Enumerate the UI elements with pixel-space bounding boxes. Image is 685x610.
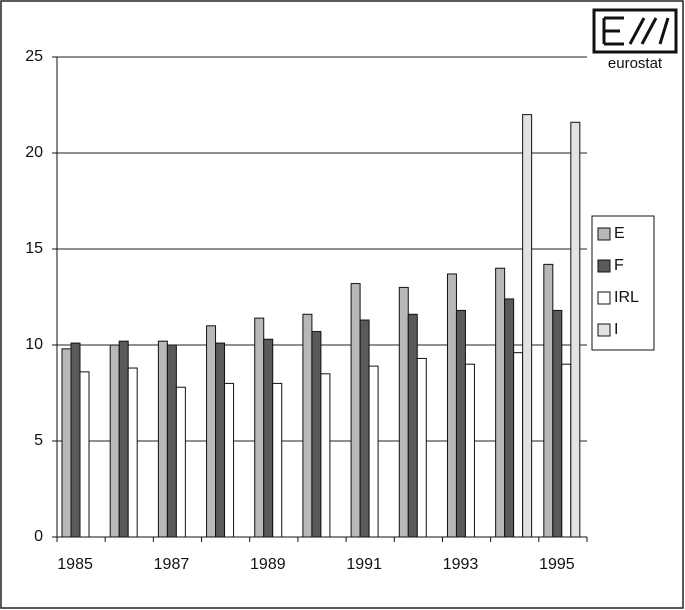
x-tick-label: 1985 xyxy=(57,556,93,573)
y-tick-label: 10 xyxy=(25,336,43,353)
legend-label: I xyxy=(614,321,618,338)
y-tick-label: 20 xyxy=(25,144,43,161)
x-tick-label: 1995 xyxy=(539,556,575,573)
legend-swatch xyxy=(597,259,611,273)
bar xyxy=(543,263,554,538)
bar xyxy=(350,283,361,538)
bar xyxy=(407,313,418,538)
bar xyxy=(215,342,226,538)
bar xyxy=(552,309,563,538)
bar xyxy=(175,386,186,538)
bar xyxy=(224,382,235,538)
bar xyxy=(61,348,72,538)
bar xyxy=(446,273,457,538)
legend-label: E xyxy=(614,225,625,242)
bar xyxy=(79,371,90,538)
legend-label: IRL xyxy=(614,289,639,306)
legend-label: F xyxy=(614,257,624,274)
y-tick-label: 5 xyxy=(34,432,43,449)
y-tick-label: 15 xyxy=(25,240,43,257)
bar xyxy=(206,325,217,538)
x-tick-label: 1987 xyxy=(154,556,190,573)
bar xyxy=(302,313,313,538)
bar xyxy=(70,342,81,538)
bar xyxy=(272,382,283,538)
bar xyxy=(416,357,427,538)
legend-swatch xyxy=(597,323,611,337)
bar xyxy=(495,267,506,538)
bar xyxy=(127,367,138,538)
bar xyxy=(320,373,331,538)
bar xyxy=(263,338,274,538)
bar xyxy=(522,114,533,538)
bar xyxy=(157,340,168,538)
bar xyxy=(561,363,572,538)
legend-swatch xyxy=(597,227,611,241)
bar xyxy=(398,286,409,538)
bar xyxy=(166,344,177,538)
logo-text: eurostat xyxy=(608,55,663,72)
bar xyxy=(464,363,475,538)
x-tick-label: 1989 xyxy=(250,556,286,573)
logo: eurostat xyxy=(592,8,678,72)
bar xyxy=(311,331,322,538)
bar xyxy=(570,121,581,538)
x-tick-label: 1991 xyxy=(346,556,382,573)
legend-swatch xyxy=(597,291,611,305)
bar xyxy=(109,344,120,538)
x-tick-label: 1993 xyxy=(443,556,479,573)
bar xyxy=(368,365,379,538)
bar xyxy=(513,352,524,538)
bar xyxy=(254,317,265,538)
bar xyxy=(504,298,515,538)
bar xyxy=(455,309,466,538)
y-tick-label: 0 xyxy=(34,528,43,545)
y-tick-label: 25 xyxy=(25,48,43,65)
bar xyxy=(118,340,129,538)
bar xyxy=(359,319,370,538)
